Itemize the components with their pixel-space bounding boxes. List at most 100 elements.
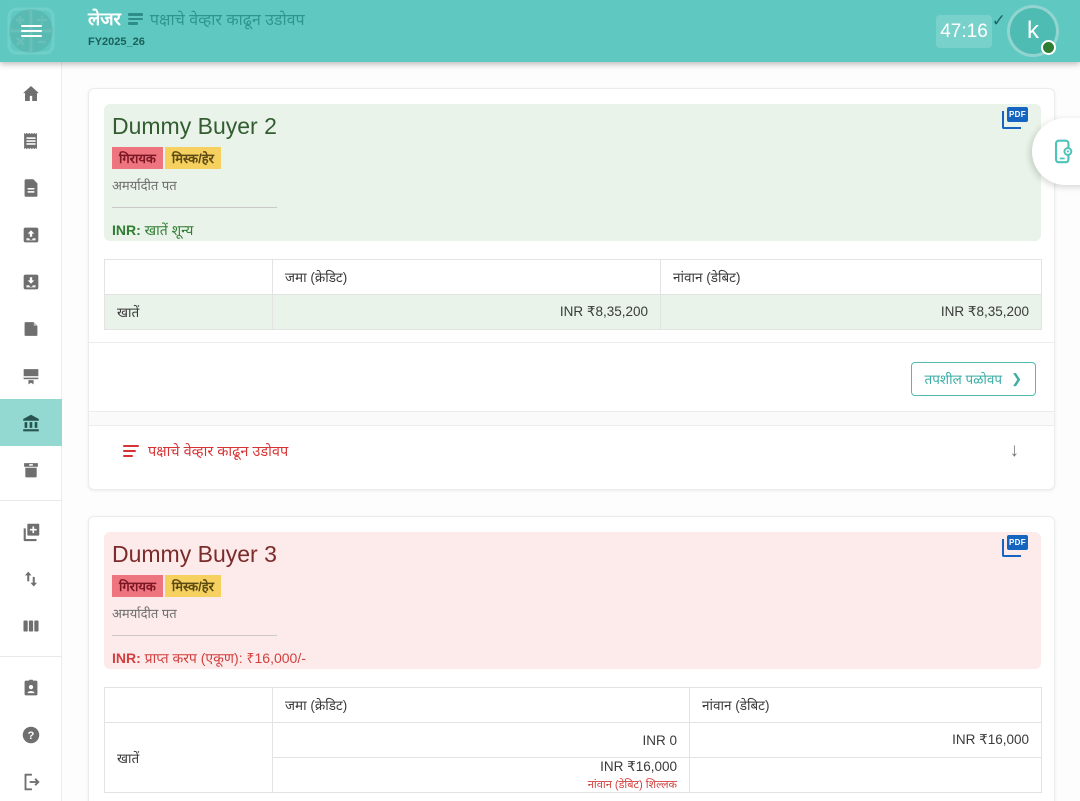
sidebar-item-receipts[interactable] (0, 117, 62, 164)
box-download-icon (23, 274, 39, 289)
debit-header: नांवान (डेबिट) (660, 259, 1042, 295)
home-icon (23, 85, 39, 101)
fiscal-year-label: FY2025_26 (88, 36, 145, 48)
page-subtitle: पक्षाचे वेव्हार काढून उडोवप (149, 12, 305, 29)
logout-icon (24, 773, 40, 790)
hamburger-icon (20, 22, 42, 40)
buyer-2-tags: गिरायक मिस्क/हेर (112, 575, 1041, 597)
online-status-dot (1041, 40, 1056, 55)
buyer-1-ledger-table: जमा (क्रेडिट) नांवान (डेबिट) खातें INR ₹… (104, 259, 1042, 330)
view-details-label: तपशील पळोवप (924, 372, 1003, 387)
tag-customer: गिरायक (112, 147, 163, 169)
debit-total: INR ₹16,000 (689, 722, 1042, 758)
device-settings-fab[interactable] (1032, 118, 1080, 185)
help-icon: ? (22, 726, 40, 743)
debit-header: नांवान (डेबिट) (689, 687, 1042, 723)
buyer-2-name: Dummy Buyer 3 (112, 541, 277, 567)
pdf-icon-back (1002, 111, 1021, 129)
sidebar-item-billboard[interactable] (0, 352, 62, 399)
view-details-button[interactable]: तपशील पळोवप ❯ (910, 362, 1036, 396)
sidebar-item-sales[interactable] (0, 211, 62, 258)
swap-vertical-icon (24, 571, 38, 587)
sidebar-item-ledger[interactable] (0, 399, 62, 446)
sidebar-item-purchases[interactable] (0, 258, 62, 305)
page-title: लेजर (88, 9, 121, 29)
buyer-card-1: Dummy Buyer 2 गिरायक मिस्क/हेर अमर्यादीत… (88, 88, 1055, 490)
table-row-balance: INR ₹16,000 नांवान (डेबिट) शिल्लक (105, 757, 1042, 793)
sort-icon (123, 443, 139, 460)
svg-text:?: ? (28, 729, 35, 741)
main-content: Dummy Buyer 2 गिरायक मिस्क/हेर अमर्यादीत… (62, 62, 1080, 801)
sidebar-item-logout[interactable] (0, 758, 62, 801)
credit-limit-label: अमर्यादीत पत (112, 606, 177, 621)
avatar[interactable]: k (1007, 5, 1059, 57)
credit-limit-label: अमर्यादीत पत (112, 178, 177, 193)
table-header-row: जमा (क्रेडिट) नांवान (डेबिट) (104, 259, 1042, 295)
pdf-export-button[interactable]: PDF (1002, 535, 1028, 558)
person-badge-icon (24, 679, 38, 695)
expand-arrow-icon[interactable]: ↓ (1009, 440, 1020, 461)
credit-total: INR 0 (272, 722, 690, 758)
buyer-1-summary-panel: Dummy Buyer 2 गिरायक मिस्क/हेर अमर्यादीत… (104, 104, 1041, 241)
menu-button[interactable] (9, 9, 53, 53)
credit-header: जमा (क्रेडिट) (272, 259, 661, 295)
buyer-2-balance-summary: INR: प्राप्त करप (एकूण): ₹16,000/- (112, 649, 1041, 668)
session-timer: 47:16 (936, 15, 992, 48)
calculator-logo-icon (7, 7, 55, 55)
row-label: खातें (104, 722, 273, 793)
sidebar-item-notes[interactable] (0, 305, 62, 352)
sidebar-item-archive[interactable] (0, 446, 62, 493)
pdf-export-button[interactable]: PDF (1002, 107, 1028, 130)
empty-header-cell (104, 687, 273, 723)
buyer-1-tags: गिरायक मिस्क/हेर (112, 147, 1041, 169)
chevron-right-icon: ❯ (1011, 371, 1022, 386)
document-icon (24, 178, 38, 197)
table-header-row: जमा (क्रेडिट) नांवान (डेबिट) (104, 687, 1042, 723)
sidebar-item-help[interactable]: ? (0, 711, 62, 758)
buyer-card-2: Dummy Buyer 3 गिरायक मिस्क/हेर अमर्यादीत… (88, 516, 1055, 801)
tag-customer: गिरायक (112, 575, 163, 597)
sidebar-item-transfers[interactable] (0, 555, 62, 602)
tag-misc: मिस्क/हेर (164, 147, 221, 169)
transactions-toggle-label: पक्षाचे वेव्हार काढून उडोवप (148, 444, 289, 460)
currency-label: INR: (112, 650, 141, 666)
app-bar: लेजर पक्षाचे वेव्हार काढून उडोवप FY2025_… (0, 0, 1080, 62)
empty-header-cell (104, 259, 273, 295)
sidebar: ? (0, 62, 62, 801)
transactions-expander[interactable]: पक्षाचे वेव्हार काढून उडोवप ↓ (104, 426, 1041, 476)
balance-amount: INR ₹16,000 (600, 758, 677, 774)
sidebar-item-add-library[interactable] (0, 508, 62, 555)
title-block: लेजर पक्षाचे वेव्हार काढून उडोवप FY2025_… (88, 7, 305, 48)
tag-misc: मिस्क/हेर (164, 575, 221, 597)
row-label: खातें (104, 294, 273, 330)
empty-cell (689, 757, 1042, 793)
sidebar-divider (0, 656, 61, 657)
sidebar-item-profile[interactable] (0, 664, 62, 711)
sidebar-item-columns[interactable] (0, 602, 62, 649)
columns-icon (23, 620, 39, 631)
divider (89, 342, 1054, 343)
receipt-icon (24, 132, 37, 149)
sidebar-item-home[interactable] (0, 70, 62, 117)
sidebar-item-documents[interactable] (0, 164, 62, 211)
balance-cell: INR ₹16,000 नांवान (डेबिट) शिल्लक (272, 757, 690, 793)
debit-total: INR ₹8,35,200 (660, 294, 1042, 330)
buyer-1-name: Dummy Buyer 2 (112, 113, 277, 139)
sidebar-divider (0, 500, 61, 501)
panel-divider (112, 635, 277, 636)
library-add-icon (23, 523, 40, 541)
buyer-1-balance-summary: INR: खातें शून्य (112, 221, 1041, 240)
currency-label: INR: (112, 222, 141, 238)
credit-header: जमा (क्रेडिट) (272, 687, 690, 723)
table-row: खातें INR ₹8,35,200 INR ₹8,35,200 (104, 294, 1042, 330)
buyer-2-ledger-table: जमा (क्रेडिट) नांवान (डेबिट) खातें INR 0… (104, 687, 1042, 793)
panel-divider (112, 207, 277, 208)
buyer-2-summary-panel: Dummy Buyer 3 गिरायक मिस्क/हेर अमर्यादीत… (104, 532, 1041, 669)
balance-text: खातें शून्य (144, 222, 194, 238)
note-icon (24, 321, 38, 336)
bank-icon (23, 414, 39, 431)
card-membership-icon (23, 368, 39, 384)
check-icon: ✓ (991, 11, 1006, 30)
box-upload-icon (23, 227, 39, 242)
